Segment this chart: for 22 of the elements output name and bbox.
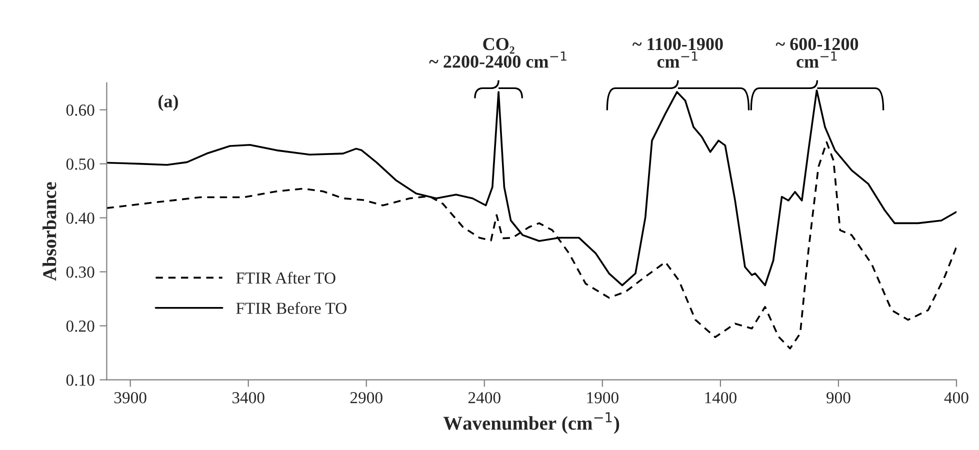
legend-label: FTIR After TO [236, 272, 336, 284]
y-tick-label: 0.60 [66, 104, 94, 116]
x-tick-label: 1900 [587, 392, 618, 404]
x-tick-label: 3400 [232, 392, 264, 404]
x-axis-title: Wavenumber (cm$^{−1}$) [443, 412, 620, 434]
annotation: ~ 600-1200 cm$^{−1}$ [776, 38, 858, 68]
x-tick-label: 1400 [705, 392, 736, 404]
annotation: (a) [158, 94, 178, 112]
annotation: CO₂ ~ 2200-2400 cm$^{−1}$ [429, 38, 566, 68]
x-tick-label: 2400 [468, 392, 500, 404]
y-tick-label: 0.30 [66, 266, 94, 278]
x-tick-label: 400 [944, 392, 968, 404]
y-tick-label: 0.10 [66, 374, 94, 386]
legend-label: FTIR Before TO [236, 302, 346, 314]
y-tick-label: 0.40 [66, 212, 94, 224]
x-tick-label: 2900 [350, 392, 382, 404]
y-tick-label: 0.20 [66, 320, 94, 332]
annotation: ~ 1100-1900 cm$^{−1}$ [632, 38, 723, 68]
x-tick-label: 3900 [114, 392, 146, 404]
y-tick-label: 0.50 [66, 158, 94, 170]
y-axis-title: Absorbance [42, 182, 56, 281]
x-tick-label: 900 [826, 392, 850, 404]
